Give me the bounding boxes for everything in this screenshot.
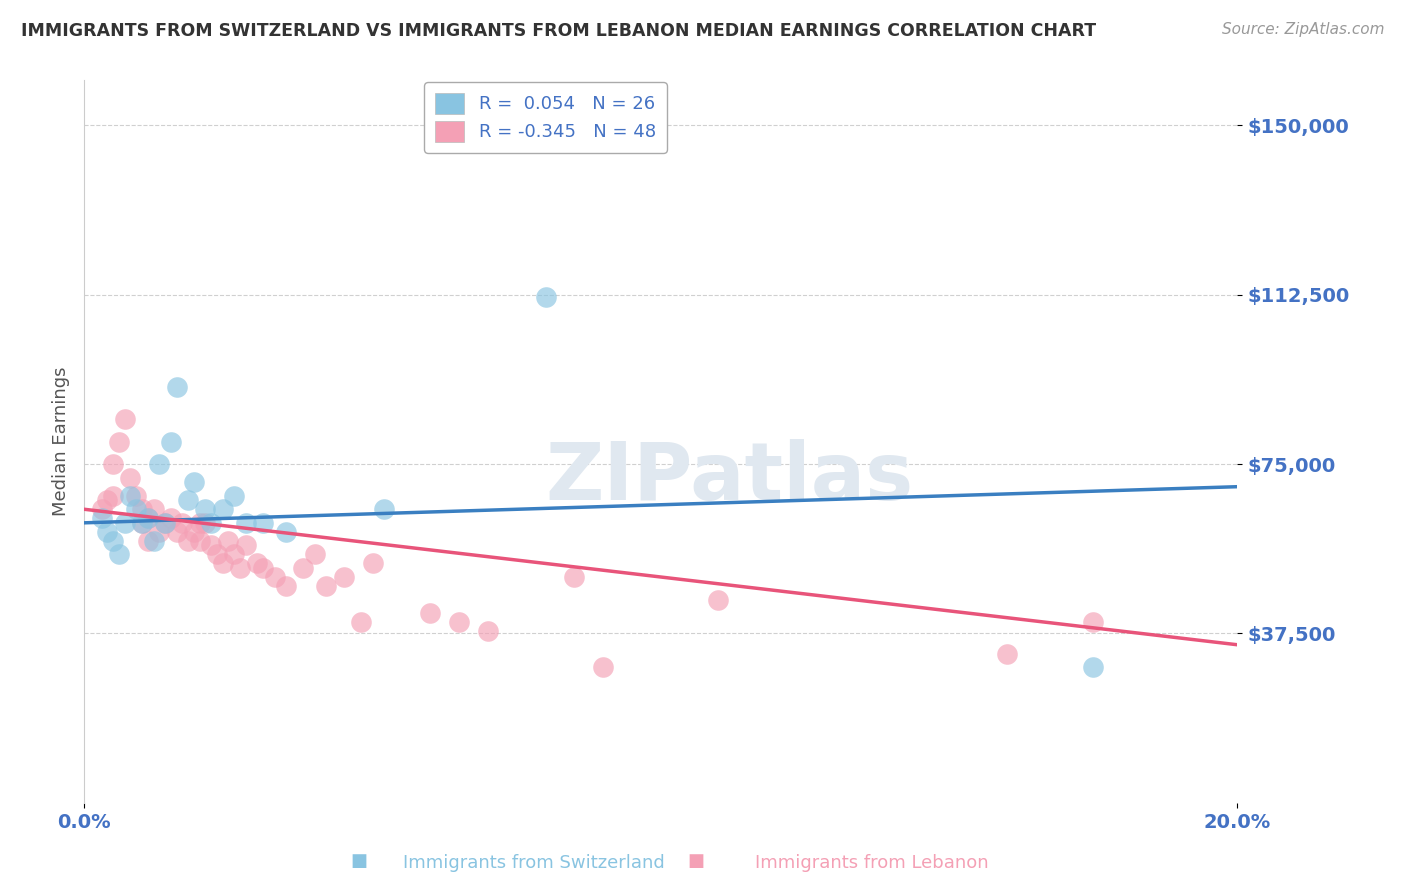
Point	[276, 579, 298, 593]
Point	[103, 533, 124, 548]
Point	[183, 475, 205, 490]
Point	[108, 434, 131, 449]
Point	[995, 647, 1018, 661]
Point	[333, 570, 356, 584]
Point	[120, 470, 142, 484]
Point	[125, 489, 148, 503]
Point	[292, 561, 315, 575]
Point	[131, 516, 153, 530]
Point	[419, 606, 441, 620]
Point	[153, 516, 176, 530]
Point	[148, 524, 170, 539]
Point	[96, 493, 118, 508]
Point	[211, 557, 233, 571]
Text: ZIPatlas: ZIPatlas	[546, 439, 914, 516]
Legend: R =  0.054   N = 26, R = -0.345   N = 48: R = 0.054 N = 26, R = -0.345 N = 48	[425, 82, 666, 153]
Point	[183, 524, 205, 539]
Point	[350, 615, 373, 630]
Point	[235, 538, 257, 552]
Text: Immigrants from Lebanon: Immigrants from Lebanon	[755, 855, 988, 872]
Point	[200, 516, 222, 530]
Text: ■: ■	[688, 852, 704, 870]
Point	[160, 511, 183, 525]
Point	[177, 533, 200, 548]
Point	[564, 570, 586, 584]
Point	[136, 533, 159, 548]
Point	[148, 457, 170, 471]
Point	[142, 533, 165, 548]
Point	[90, 511, 112, 525]
Point	[166, 524, 188, 539]
Point	[125, 502, 148, 516]
Point	[103, 489, 124, 503]
Point	[200, 538, 222, 552]
Point	[194, 516, 217, 530]
Point	[276, 524, 298, 539]
Point	[160, 434, 183, 449]
Point	[153, 516, 176, 530]
Point	[188, 533, 211, 548]
Text: Source: ZipAtlas.com: Source: ZipAtlas.com	[1222, 22, 1385, 37]
Point	[252, 516, 274, 530]
Point	[103, 457, 124, 471]
Point	[96, 524, 118, 539]
Point	[1083, 660, 1105, 674]
Point	[136, 511, 159, 525]
Point	[315, 579, 337, 593]
Point	[224, 489, 246, 503]
Point	[304, 548, 326, 562]
Point	[131, 516, 153, 530]
Point	[592, 660, 614, 674]
Point	[211, 502, 233, 516]
Point	[114, 516, 136, 530]
Point	[1083, 615, 1105, 630]
Point	[194, 502, 217, 516]
Point	[477, 624, 499, 639]
Y-axis label: Median Earnings: Median Earnings	[52, 367, 70, 516]
Point	[131, 502, 153, 516]
Point	[534, 290, 557, 304]
Text: Immigrants from Switzerland: Immigrants from Switzerland	[404, 855, 665, 872]
Point	[120, 489, 142, 503]
Point	[218, 533, 240, 548]
Point	[373, 502, 395, 516]
Text: ■: ■	[350, 852, 367, 870]
Point	[229, 561, 252, 575]
Point	[172, 516, 194, 530]
Point	[177, 493, 200, 508]
Point	[188, 516, 211, 530]
Point	[707, 592, 730, 607]
Point	[90, 502, 112, 516]
Point	[136, 511, 159, 525]
Point	[252, 561, 274, 575]
Point	[449, 615, 471, 630]
Point	[246, 557, 269, 571]
Point	[224, 548, 246, 562]
Text: IMMIGRANTS FROM SWITZERLAND VS IMMIGRANTS FROM LEBANON MEDIAN EARNINGS CORRELATI: IMMIGRANTS FROM SWITZERLAND VS IMMIGRANT…	[21, 22, 1097, 40]
Point	[235, 516, 257, 530]
Point	[263, 570, 285, 584]
Point	[205, 548, 228, 562]
Point	[166, 380, 188, 394]
Point	[361, 557, 384, 571]
Point	[108, 548, 131, 562]
Point	[142, 502, 165, 516]
Point	[114, 412, 136, 426]
